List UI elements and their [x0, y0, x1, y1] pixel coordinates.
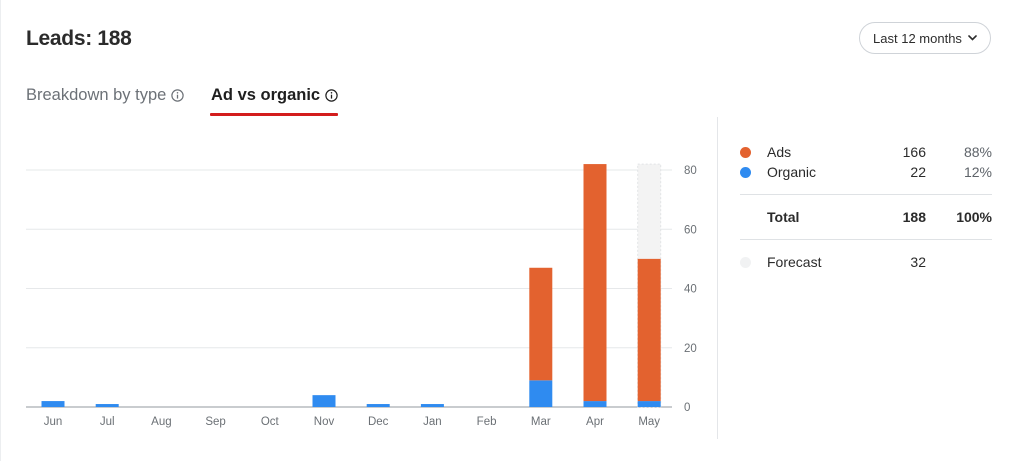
date-range-label: Last 12 months	[873, 30, 962, 46]
x-tick-label: Dec	[368, 416, 389, 428]
bar-ads	[637, 258, 661, 402]
bar-organic	[95, 404, 119, 407]
y-tick-label: 40	[684, 284, 697, 296]
forecast-dot	[740, 257, 751, 268]
legend-divider	[740, 239, 992, 240]
organic-dot	[740, 167, 751, 178]
legend-value: 188	[902, 209, 926, 225]
legend-value: 166	[902, 144, 926, 160]
x-tick-label: Aug	[151, 416, 171, 428]
x-tick-label: Apr	[586, 416, 604, 428]
x-tick-label: Sep	[205, 416, 225, 428]
y-tick-label: 0	[684, 402, 690, 414]
legend-name: Forecast	[767, 254, 822, 270]
x-tick-label: Oct	[261, 416, 280, 428]
bar-ads	[583, 164, 607, 402]
page-title: Leads: 188	[26, 27, 132, 50]
legend-row-forecast: Forecast 32	[740, 253, 992, 273]
bar-organic	[637, 401, 661, 407]
x-tick-label: Mar	[531, 416, 551, 428]
ads-dot	[740, 147, 751, 158]
legend-percent: 12%	[963, 164, 992, 180]
x-tick-label: Nov	[314, 416, 335, 428]
legend-row-total: Total 188 100%	[740, 208, 992, 228]
legend-row-ads: Ads 166 88%	[740, 143, 992, 163]
bar-organic	[420, 404, 444, 407]
legend-value: 22	[910, 164, 926, 180]
info-icon[interactable]	[325, 89, 338, 102]
bar-organic	[312, 395, 336, 407]
x-tick-label: Jan	[423, 416, 442, 428]
legend-divider	[740, 194, 992, 195]
legend-percent: 100%	[956, 209, 992, 225]
bar-organic	[529, 380, 553, 407]
y-tick-label: 60	[684, 224, 697, 236]
x-tick-label: Jul	[100, 416, 115, 428]
bar-ads	[529, 267, 553, 381]
y-tick-label: 80	[684, 165, 697, 177]
panel-divider	[717, 117, 718, 439]
x-tick-label: May	[638, 416, 660, 428]
legend-name: Organic	[767, 164, 817, 180]
y-tick-label: 20	[684, 343, 697, 355]
date-range-dropdown[interactable]: Last 12 months	[859, 22, 991, 54]
legend-name: Total	[767, 209, 800, 225]
x-tick-label: Jun	[44, 416, 63, 428]
bar-organic	[583, 401, 607, 407]
bar-organic	[41, 401, 65, 407]
legend-value: 32	[910, 254, 926, 270]
tab-breakdown-by-type[interactable]: Breakdown by type	[26, 86, 185, 118]
card-border	[0, 0, 1, 461]
x-tick-label: Feb	[477, 416, 497, 428]
info-icon[interactable]	[171, 89, 185, 102]
bar-organic	[366, 404, 390, 407]
leads-chart: 0 20 40 60 80 Jun Jul Aug Sep Oct Nov Dec Jan Feb Mar A…	[0, 140, 710, 440]
active-tab-indicator	[210, 113, 338, 116]
stacked-bar-chart: 0 20 40 60 80 Jun Jul Aug Sep Oct Nov Dec Jan Feb Mar A…	[26, 163, 697, 428]
chevron-down-icon	[968, 35, 977, 41]
tab-ad-vs-organic[interactable]: Ad vs organic	[211, 86, 338, 118]
legend-name: Ads	[767, 144, 792, 160]
tab-label: Breakdown by type	[26, 86, 167, 104]
legend-percent: 88%	[963, 144, 992, 160]
tab-label: Ad vs organic	[211, 86, 321, 104]
legend-row-organic: Organic 22 12%	[740, 163, 992, 183]
